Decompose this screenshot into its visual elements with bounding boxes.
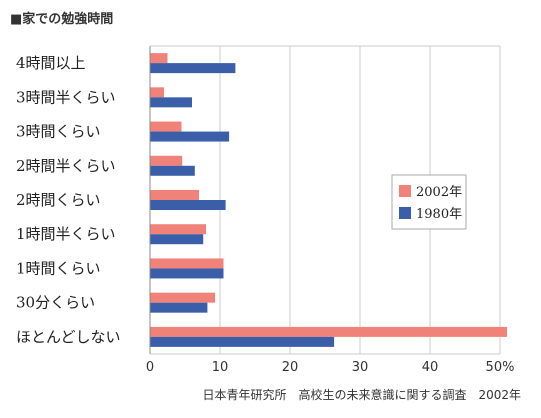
category-label: 4時間以上: [16, 54, 86, 72]
bar-series1: [150, 155, 183, 166]
legend-label: 2002年: [416, 185, 462, 200]
bar-series1: [150, 87, 164, 98]
legend-box: [391, 174, 467, 230]
bar-series2: [150, 200, 226, 210]
legend-swatch: [399, 207, 411, 219]
category-label: 2時間半くらい: [16, 157, 116, 175]
bar-series1: [150, 121, 182, 132]
bars: [150, 53, 507, 347]
x-tick-label: 30: [352, 360, 369, 375]
bar-series1: [150, 258, 224, 269]
bar-series1: [150, 190, 199, 200]
bar-series2: [150, 268, 224, 279]
bar-series2: [150, 165, 195, 176]
x-tick-label: 10: [212, 360, 229, 375]
category-label: ほとんどしない: [16, 328, 121, 346]
x-tick-label: 40: [422, 360, 439, 375]
category-label: 3時間半くらい: [16, 88, 116, 106]
source-caption: 日本青年研究所 高校生の未来意識に関する調査 2002年: [202, 388, 521, 402]
category-label: 1時間くらい: [16, 259, 101, 277]
category-label: 30分くらい: [16, 294, 95, 312]
bar-series1: [150, 224, 206, 235]
category-labels: 4時間以上 3時間半くらい 3時間くらい 2時間半くらい 2時間くらい 1時間半くらい 1時…: [16, 54, 121, 346]
bar-series2: [150, 63, 236, 74]
bar-series2: [150, 302, 208, 313]
category-label: 3時間くらい: [16, 123, 101, 141]
legend-label: 1980年: [416, 207, 462, 222]
x-tick-labels: 0 10 20 30 40 50%: [146, 360, 515, 375]
x-tick-label: 50%: [486, 360, 515, 375]
category-label: 2時間くらい: [16, 191, 101, 209]
bar-series1: [150, 53, 168, 64]
bar-series2: [150, 336, 335, 347]
legend-swatch: [399, 185, 411, 197]
x-tick-label: 20: [282, 360, 299, 375]
bar-series1: [150, 292, 216, 303]
bar-series1: [150, 326, 507, 337]
bar-series2: [150, 234, 204, 245]
page-title: ■家での勉強時間: [10, 12, 114, 27]
bar-series2: [150, 131, 230, 142]
bar-series2: [150, 97, 192, 108]
category-label: 1時間半くらい: [16, 225, 116, 243]
legend: 2002年 1980年: [391, 174, 467, 230]
x-tick-label: 0: [146, 360, 154, 375]
